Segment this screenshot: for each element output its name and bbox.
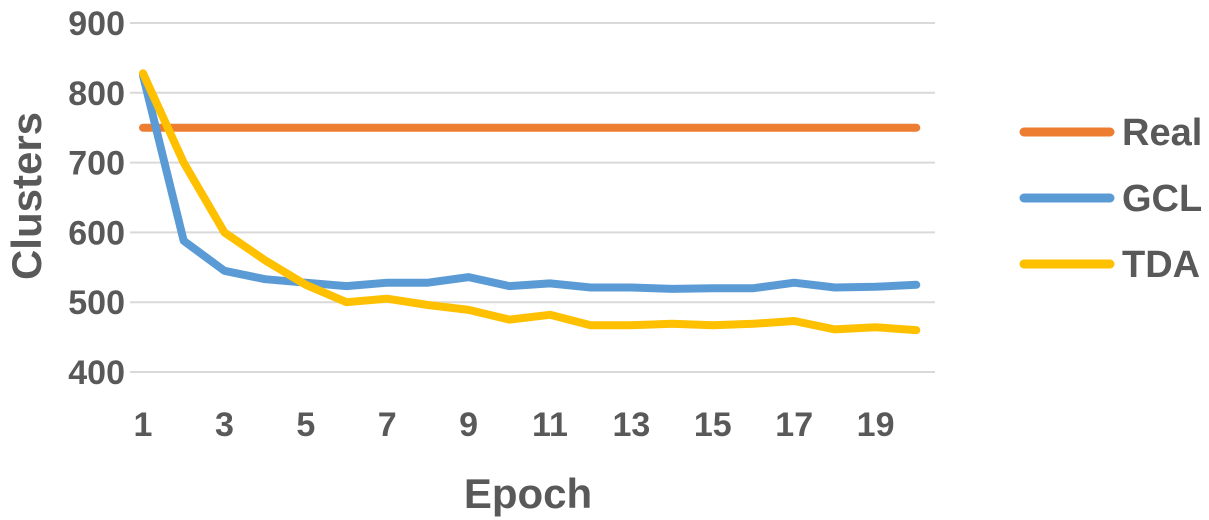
- x-tick-label: 11: [532, 406, 568, 444]
- y-tick-label: 400: [68, 354, 125, 392]
- x-tick-label: 5: [296, 406, 315, 444]
- y-tick-label: 800: [68, 75, 125, 113]
- legend-label-real: Real: [1122, 112, 1202, 154]
- x-tick-label: 13: [612, 406, 650, 444]
- y-tick-label: 500: [68, 284, 125, 322]
- series-line-gcl: [139, 71, 921, 293]
- x-axis-ticks: 1 3 5 7 9 11 13 15 17 19: [134, 406, 895, 444]
- y-tick-label: 600: [68, 214, 125, 252]
- x-tick-label: 15: [694, 406, 732, 444]
- x-tick-label: 17: [775, 406, 813, 444]
- x-tick-label: 3: [215, 406, 234, 444]
- legend-label-gcl: GCL: [1122, 178, 1202, 220]
- x-tick-label: 7: [378, 406, 397, 444]
- series-lines: [139, 69, 921, 335]
- y-axis-title: Clusters: [3, 112, 50, 280]
- x-tick-label: 19: [857, 406, 895, 444]
- x-axis-title: Epoch: [464, 470, 592, 517]
- x-tick-label: 1: [134, 406, 153, 444]
- legend-label-tda: TDA: [1122, 244, 1200, 286]
- y-tick-label: 900: [68, 5, 125, 43]
- series-line-tda: [139, 69, 921, 335]
- gridlines: [130, 22, 935, 373]
- y-axis-ticks: 400 500 600 700 800 900: [68, 5, 125, 392]
- x-tick-label: 9: [459, 406, 478, 444]
- legend: Real GCL TDA: [1019, 112, 1202, 286]
- y-tick-label: 700: [68, 145, 125, 183]
